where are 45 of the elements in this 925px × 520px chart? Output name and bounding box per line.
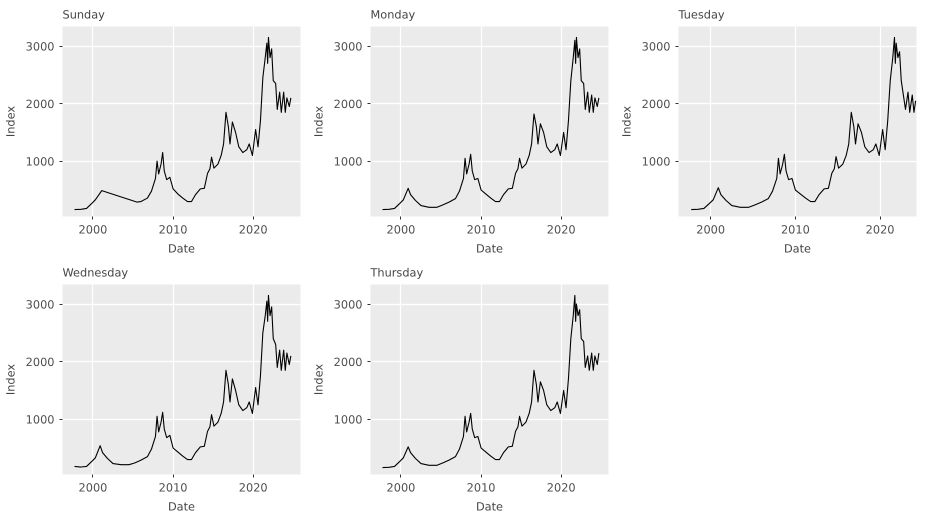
y-tick-label: 3000 — [26, 298, 55, 312]
x-tick-label: 2020 — [866, 222, 895, 236]
y-tick-label: 1000 — [334, 154, 363, 169]
y-axis-title: Index — [312, 364, 326, 396]
y-tick-label: 3000 — [334, 298, 363, 312]
y-axis-title: Index — [4, 106, 18, 138]
chart-title: Sunday — [62, 8, 106, 22]
x-tick-label: 2000 — [696, 222, 726, 236]
chart-title: Wednesday — [62, 266, 128, 280]
y-tick-label: 1000 — [26, 154, 55, 169]
y-tick-label: 1000 — [334, 412, 363, 427]
x-axis-title: Date — [168, 242, 196, 256]
x-axis-title: Date — [784, 242, 812, 256]
chart-title: Tuesday — [678, 8, 725, 22]
x-tick-label: 2000 — [386, 222, 416, 236]
x-tick-label: 2000 — [78, 480, 108, 494]
y-tick-label: 2000 — [334, 355, 363, 370]
x-tick-label: 2020 — [238, 480, 268, 494]
x-tick-label: 2020 — [546, 222, 576, 236]
y-tick-label: 3000 — [642, 40, 671, 54]
y-axis-title: Index — [312, 106, 326, 138]
y-tick-label: 3000 — [334, 40, 363, 54]
x-tick-label: 2010 — [158, 480, 188, 494]
y-tick-label: 2000 — [642, 97, 671, 112]
x-tick-label: 2010 — [466, 480, 496, 494]
x-tick-label: 2000 — [386, 480, 416, 494]
x-tick-label: 2020 — [238, 222, 268, 236]
x-tick-label: 2020 — [546, 480, 576, 494]
x-tick-label: 2000 — [78, 222, 108, 236]
x-axis-title: Date — [168, 500, 196, 514]
chart-title: Monday — [370, 8, 416, 22]
x-tick-label: 2010 — [780, 222, 810, 236]
y-tick-label: 1000 — [642, 154, 671, 169]
x-axis-title: Date — [476, 242, 504, 256]
y-axis-title: Index — [620, 106, 634, 138]
y-tick-label: 2000 — [334, 97, 363, 112]
y-tick-label: 1000 — [26, 412, 55, 427]
y-tick-label: 3000 — [26, 40, 55, 54]
y-axis-title: Index — [4, 364, 18, 396]
y-tick-label: 2000 — [26, 97, 55, 112]
x-tick-label: 2010 — [466, 222, 496, 236]
chart-title: Thursday — [370, 266, 424, 280]
y-tick-label: 2000 — [26, 355, 55, 370]
x-tick-label: 2010 — [158, 222, 188, 236]
x-axis-title: Date — [476, 500, 504, 514]
